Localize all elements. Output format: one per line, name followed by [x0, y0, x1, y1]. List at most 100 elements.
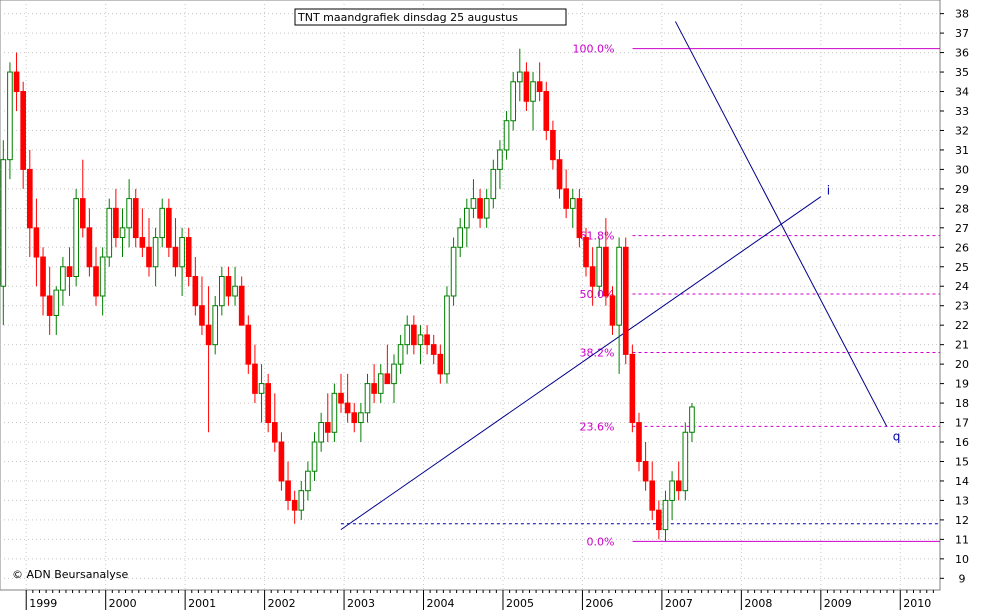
x-tick-label: 2003	[347, 597, 375, 610]
candle-up	[0, 159, 7, 287]
candle-down	[252, 363, 258, 394]
candle-down	[285, 480, 291, 501]
candle-down	[225, 276, 232, 297]
x-tick-label: 2004	[427, 597, 455, 610]
candle-down	[675, 480, 682, 492]
candle-down	[430, 344, 437, 355]
candle-up	[232, 285, 238, 297]
fib-level-label: 100.0%	[573, 43, 615, 56]
candle-up	[689, 406, 695, 433]
candle-up	[152, 237, 159, 268]
fib-level-label: 23.6%	[580, 420, 615, 433]
plot-area	[0, 0, 941, 591]
y-tick-label: 19	[955, 378, 969, 391]
candle-down	[642, 460, 649, 482]
x-tick-label: 2007	[665, 597, 693, 610]
candle-down	[185, 237, 192, 278]
candle-up	[457, 227, 464, 248]
candle-up	[464, 207, 470, 229]
candle-down	[384, 373, 391, 385]
trendlines: iq	[340, 21, 940, 531]
candle-up	[490, 168, 497, 200]
trendline	[340, 196, 822, 531]
candle-down	[132, 198, 139, 239]
y-tick-label: 27	[955, 222, 969, 235]
candle-up	[126, 198, 132, 229]
trendline-label: i	[827, 184, 830, 198]
candle-up	[318, 422, 324, 443]
candle-up	[404, 324, 411, 346]
y-tick-label: 32	[955, 124, 969, 137]
candle-up	[397, 344, 404, 365]
candle-down	[33, 227, 40, 258]
candle-down	[66, 266, 73, 278]
y-tick-label: 17	[955, 417, 969, 430]
candle-up	[669, 480, 675, 501]
candle-down	[589, 266, 596, 287]
candle-up	[305, 470, 311, 492]
y-tick-label: 30	[955, 163, 969, 176]
candle-up	[444, 295, 450, 375]
candles	[0, 48, 695, 542]
candle-up	[358, 412, 364, 424]
fib-level-label: 50.0%	[580, 288, 615, 301]
y-tick-label: 31	[955, 144, 969, 157]
candle-up	[450, 246, 457, 297]
candle-up	[7, 71, 13, 161]
y-tick-label: 12	[955, 514, 969, 527]
candle-down	[629, 353, 636, 424]
candle-up	[682, 431, 689, 492]
x-tick-label: 2010	[903, 597, 931, 610]
copyright-text: © ADN Beursanalyse	[12, 568, 129, 581]
candle-down	[271, 422, 278, 443]
y-tick-label: 21	[955, 339, 969, 352]
candle-down	[543, 91, 550, 131]
candle-down	[146, 246, 152, 268]
y-tick-label: 28	[955, 202, 969, 215]
x-tick-label: 2008	[744, 597, 772, 610]
candle-down	[291, 499, 298, 511]
y-tick-label: 22	[955, 319, 969, 332]
candle-up	[470, 198, 477, 209]
candle-down	[344, 402, 351, 414]
candle-down	[26, 168, 33, 229]
x-tick-label: 2009	[824, 597, 852, 610]
y-tick-label: 33	[955, 105, 969, 118]
candle-down	[636, 422, 642, 462]
y-tick-label: 10	[955, 553, 969, 566]
candle-down	[338, 392, 344, 404]
trendline-label: q	[893, 429, 901, 443]
candle-down	[139, 237, 146, 248]
candle-down	[603, 246, 609, 297]
candle-down	[622, 246, 629, 355]
x-axis: 1999 2000 2001 2002 2003 2004 2005 2006 2007 2008…	[25, 590, 934, 610]
candle-down	[556, 159, 563, 190]
y-tick-label: 9	[959, 572, 966, 585]
candle-down	[79, 198, 86, 229]
fib-level-label: 38.2%	[580, 346, 615, 359]
candle-up	[662, 499, 669, 531]
candle-down	[563, 188, 569, 209]
y-tick-label: 26	[955, 241, 969, 254]
candle-up	[497, 149, 503, 170]
x-tick-label: 2005	[506, 597, 534, 610]
candle-up	[298, 490, 305, 511]
candle-up	[53, 289, 60, 316]
candle-up	[331, 392, 338, 433]
candle-up	[391, 363, 397, 385]
candle-up	[99, 256, 106, 297]
candle-down	[550, 129, 556, 161]
candle-down	[20, 91, 26, 170]
y-tick-label: 13	[955, 494, 969, 507]
candle-down	[192, 276, 199, 307]
y-tick-label: 20	[955, 358, 969, 371]
y-tick-label: 24	[955, 280, 969, 293]
y-tick-label: 25	[955, 261, 969, 274]
candle-down	[172, 246, 179, 268]
candle-down	[523, 71, 530, 102]
x-tick-label: 1999	[29, 597, 57, 610]
y-tick-label: 36	[955, 47, 969, 60]
candle-down	[609, 295, 616, 326]
candle-down	[351, 412, 358, 424]
